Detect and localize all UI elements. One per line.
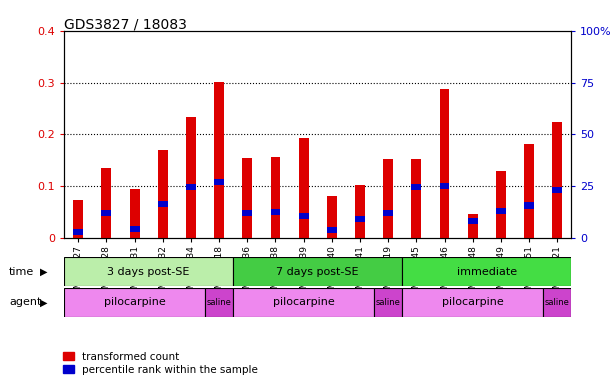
Text: pilocarpine: pilocarpine: [442, 297, 503, 308]
Bar: [243, 210, 252, 216]
Bar: [64, 257, 233, 286]
Bar: [496, 208, 506, 214]
Bar: [73, 200, 83, 238]
Text: pilocarpine: pilocarpine: [273, 297, 334, 308]
Bar: [214, 179, 224, 185]
Bar: [64, 288, 205, 317]
Text: pilocarpine: pilocarpine: [104, 297, 166, 308]
Text: saline: saline: [376, 298, 401, 307]
Bar: [496, 170, 506, 238]
Bar: [439, 183, 450, 189]
Bar: [101, 210, 111, 216]
Bar: [383, 210, 393, 216]
Text: ▶: ▶: [40, 297, 48, 308]
Bar: [327, 195, 337, 238]
Text: ▶: ▶: [40, 266, 48, 277]
Text: agent: agent: [9, 297, 42, 308]
Bar: [411, 184, 421, 190]
Bar: [439, 89, 450, 238]
Bar: [374, 288, 402, 317]
Bar: [186, 117, 196, 238]
Bar: [552, 187, 562, 194]
Legend: transformed count, percentile rank within the sample: transformed count, percentile rank withi…: [64, 352, 258, 375]
Text: time: time: [9, 266, 34, 277]
Bar: [158, 201, 167, 207]
Bar: [355, 216, 365, 222]
Bar: [243, 158, 252, 238]
Bar: [299, 138, 309, 238]
Bar: [214, 81, 224, 238]
Bar: [402, 257, 571, 286]
Bar: [271, 209, 280, 215]
Bar: [73, 229, 83, 235]
Text: GDS3827 / 18083: GDS3827 / 18083: [64, 17, 187, 31]
Bar: [524, 202, 534, 209]
Bar: [468, 218, 478, 224]
Bar: [543, 288, 571, 317]
Text: 7 days post-SE: 7 days post-SE: [276, 266, 359, 277]
Bar: [327, 227, 337, 233]
Bar: [130, 189, 139, 238]
Text: saline: saline: [545, 298, 569, 307]
Text: immediate: immediate: [456, 266, 517, 277]
Bar: [205, 288, 233, 317]
Bar: [355, 185, 365, 238]
Text: saline: saline: [207, 298, 232, 307]
Bar: [402, 288, 543, 317]
Bar: [524, 144, 534, 238]
Bar: [411, 159, 421, 238]
Bar: [101, 168, 111, 238]
Text: 3 days post-SE: 3 days post-SE: [108, 266, 190, 277]
Bar: [130, 226, 139, 232]
Bar: [383, 159, 393, 238]
Bar: [158, 150, 167, 238]
Bar: [552, 122, 562, 238]
Bar: [299, 213, 309, 219]
Bar: [468, 214, 478, 238]
Bar: [233, 288, 374, 317]
Bar: [186, 184, 196, 190]
Bar: [233, 257, 402, 286]
Bar: [271, 157, 280, 238]
